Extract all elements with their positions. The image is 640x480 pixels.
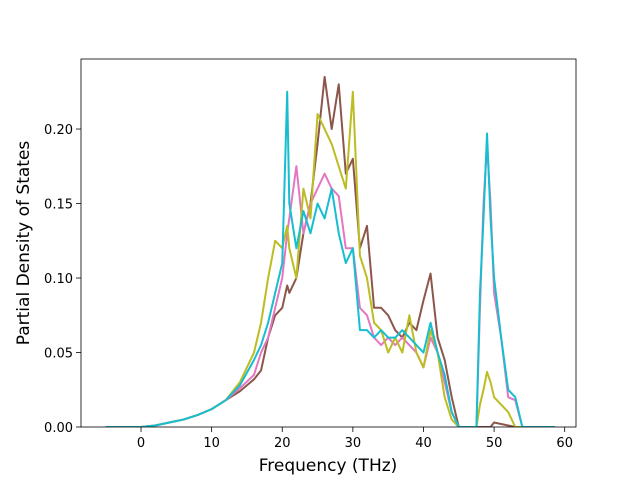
x-tick-label: 0 — [137, 436, 145, 451]
plot-frame — [80, 58, 577, 428]
data-line — [105, 90, 555, 427]
x-tick-label: 40 — [415, 436, 432, 451]
y-axis-label: Partial Density of States — [14, 141, 34, 346]
data-line — [105, 142, 555, 427]
y-tick-label: 0.15 — [44, 198, 73, 213]
y-tick-label: 0.05 — [44, 347, 73, 362]
x-tick-label: 30 — [345, 436, 362, 451]
x-tick-label: 60 — [556, 436, 573, 451]
x-tick-label: 50 — [486, 436, 503, 451]
x-tick-label: 20 — [274, 436, 291, 451]
x-tick-label: 10 — [203, 436, 220, 451]
y-tick-label: 0.20 — [44, 123, 73, 138]
x-axis-label: Frequency (THz) — [259, 456, 398, 476]
y-tick-label: 0.10 — [44, 272, 73, 287]
data-line — [105, 90, 555, 427]
y-tick-label: 0.00 — [44, 421, 73, 436]
